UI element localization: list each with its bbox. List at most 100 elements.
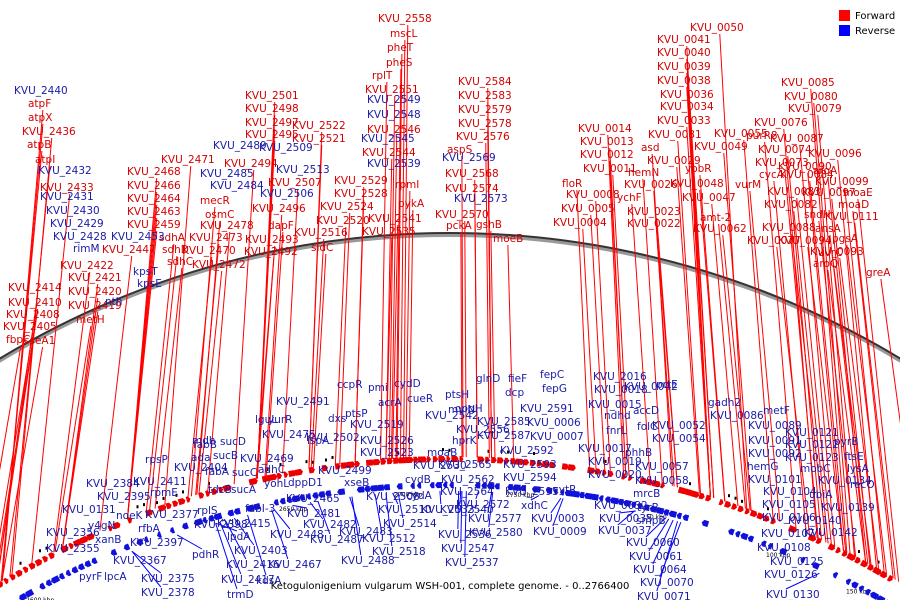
feature-mark (487, 449, 490, 453)
reverse-gene-label: KVU_2556 (456, 424, 510, 436)
reverse-gene-label: pyrB (834, 436, 858, 448)
reverse-gene-label: pdhR (192, 549, 219, 561)
reverse-gene-label: KVU_2512 (362, 533, 416, 545)
forward-gene-label: rplT (372, 70, 393, 82)
reverse-gene-label: nth (105, 296, 122, 308)
forward-gene-glyph (222, 484, 232, 492)
reverse-gene-label: KVU_2485 (200, 168, 254, 180)
forward-gene-glyph (866, 563, 874, 571)
forward-gene-glyph (205, 490, 211, 497)
forward-gene-connector (773, 180, 807, 534)
reverse-gene-glyph (396, 483, 403, 490)
reverse-gene-glyph (507, 484, 514, 491)
forward-gene-connector (793, 210, 829, 544)
forward-gene-label: KVU_2544 (362, 147, 416, 159)
forward-gene-connector (813, 102, 851, 555)
forward-gene-connector (809, 180, 847, 553)
forward-gene-glyph (646, 478, 654, 486)
reverse-gene-label: KVU_2593 (503, 459, 557, 471)
reverse-gene-connector (618, 510, 636, 514)
forward-gene-connector (656, 229, 678, 488)
reverse-gene-glyph (71, 566, 79, 574)
forward-gene-label: gshB (476, 219, 502, 231)
feature-mark (767, 507, 769, 511)
forward-gene-glyph (459, 456, 464, 463)
forward-gene-glyph (165, 502, 172, 510)
forward-gene-label: KVU_2433 (40, 182, 94, 194)
reverse-gene-glyph (858, 585, 865, 592)
reverse-gene-label: KVU_2526 (360, 435, 414, 447)
reverse-gene-connector (374, 494, 383, 534)
forward-gene-glyph (276, 472, 282, 480)
forward-gene-glyph (639, 477, 647, 485)
forward-gene-connector (846, 244, 888, 575)
forward-gene-connector (595, 200, 611, 472)
forward-gene-connector (764, 141, 797, 529)
reverse-gene-label: KVU_2397 (130, 537, 184, 549)
forward-gene-label: KVU_2520 (316, 215, 370, 227)
forward-gene-connector (255, 257, 275, 479)
feature-mark (734, 496, 737, 500)
forward-gene-label: uvrC (818, 247, 843, 259)
reverse-gene-label: ptsH (445, 389, 469, 401)
reverse-gene-label: KVU_2510 (378, 504, 432, 516)
forward-gene-label: KVU_2459 (127, 219, 181, 231)
reverse-gene-glyph (735, 530, 741, 538)
forward-gene-connector (334, 226, 347, 465)
forward-gene-glyph (724, 500, 732, 508)
reverse-gene-glyph (845, 578, 852, 586)
feature-mark (208, 481, 210, 485)
forward-gene-glyph (380, 458, 387, 465)
reverse-gene-glyph (512, 484, 521, 491)
reverse-gene-label: KVU_0122 (785, 439, 839, 451)
reverse-gene-glyph (312, 492, 319, 499)
reverse-gene-glyph (416, 482, 422, 489)
reverse-gene-glyph (51, 575, 61, 584)
reverse-gene-glyph (59, 572, 66, 580)
forward-gene-glyph (22, 566, 29, 574)
forward-gene-label: KVU_2494 (224, 158, 278, 170)
reverse-gene-label: lguL (255, 414, 277, 426)
genome-backbone (0, 232, 900, 363)
reverse-gene-label: KVU_0104 (763, 486, 817, 498)
reverse-gene-glyph (531, 486, 541, 493)
reverse-gene-label: KVU_0091 (748, 435, 802, 447)
forward-gene-connector (0, 150, 43, 582)
forward-gene-label: KVU_0077 (747, 235, 801, 247)
reverse-gene-label: KVU_2482 (303, 519, 357, 531)
forward-gene-label: ychF (617, 192, 642, 204)
forward-gene-connector (1, 346, 44, 582)
reverse-gene-label: KVU_2587 (477, 430, 531, 442)
reverse-gene-glyph (649, 505, 658, 513)
feature-mark (325, 458, 327, 462)
forward-gene-label: KVU_2408 (6, 309, 60, 321)
reverse-gene-glyph (227, 509, 235, 517)
reverse-gene-connector (317, 500, 331, 535)
reverse-gene-connector (131, 550, 162, 574)
feature-mark (331, 455, 334, 459)
reverse-gene-glyph (643, 504, 650, 511)
reverse-gene-glyph (110, 548, 118, 556)
reverse-gene-label: sucD (220, 436, 246, 448)
forward-gene-glyph (198, 492, 205, 499)
forward-gene-connector (207, 231, 231, 492)
forward-gene-label: cycA (759, 169, 785, 181)
forward-gene-label: KVU_2546 (367, 124, 421, 136)
reverse-gene-label: KVU_2430 (46, 205, 100, 217)
forward-gene-label: KVU_0023 (627, 206, 681, 218)
forward-gene-glyph (477, 456, 485, 463)
reverse-gene-label: KVU_2469 (240, 453, 294, 465)
forward-gene-label: KVU_0094 (778, 235, 832, 247)
forward-gene-label: KVU_2447 (102, 244, 156, 256)
forward-gene-glyph (268, 473, 278, 482)
forward-gene-glyph (749, 509, 758, 518)
forward-gene-connector (187, 256, 213, 498)
forward-gene-label: asd (641, 142, 660, 154)
forward-gene-glyph (601, 469, 607, 476)
reverse-gene-label: KVU_0003 (531, 513, 585, 525)
forward-gene-label: KVU_0004 (553, 217, 607, 229)
forward-gene-label: KVU_2410 (8, 297, 62, 309)
reverse-gene-glyph (202, 516, 208, 524)
reverse-gene-glyph (144, 536, 149, 543)
